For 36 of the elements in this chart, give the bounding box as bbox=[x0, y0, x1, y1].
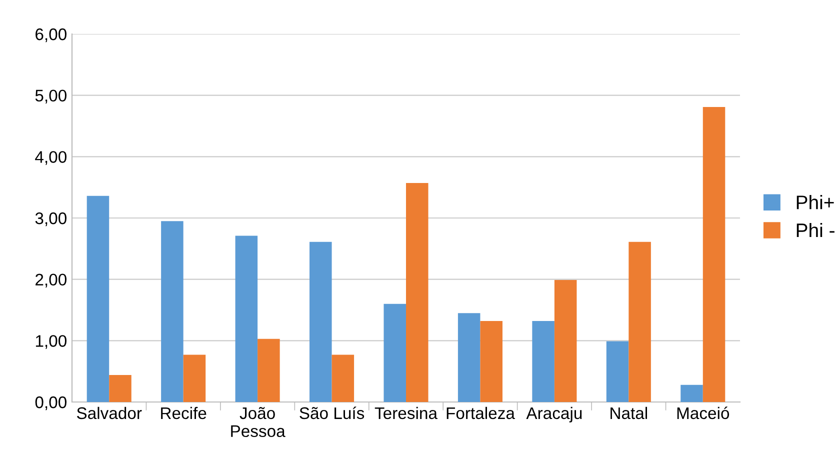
x-tick-label: Recife bbox=[161, 406, 206, 420]
bar bbox=[458, 313, 480, 402]
bar bbox=[235, 236, 258, 402]
bar bbox=[680, 384, 703, 402]
y-tick-label: 0,00 bbox=[35, 396, 66, 410]
bar bbox=[628, 242, 651, 402]
y-tick-label: 1,00 bbox=[36, 335, 66, 349]
bar bbox=[406, 183, 428, 402]
bar bbox=[384, 304, 406, 402]
y-tick-label: 4,00 bbox=[35, 151, 66, 165]
bar bbox=[702, 106, 726, 402]
y-tick-label: 6,00 bbox=[36, 28, 66, 42]
x-tick-label: João Pessoa bbox=[231, 406, 286, 438]
x-tick-label: São Luís bbox=[300, 406, 364, 420]
y-tick-label: 2,00 bbox=[36, 274, 66, 288]
bar bbox=[258, 338, 280, 402]
bar bbox=[86, 196, 110, 402]
x-tick-label: Aracaju bbox=[526, 406, 582, 422]
bar bbox=[332, 354, 354, 402]
y-tick-label: 5,00 bbox=[35, 90, 66, 104]
x-tick-label: Natal bbox=[610, 406, 648, 420]
bar bbox=[554, 280, 577, 402]
bar bbox=[310, 242, 332, 402]
bar bbox=[109, 375, 132, 402]
bar bbox=[606, 341, 629, 402]
legend-label: Phi+ bbox=[796, 195, 834, 210]
legend-label: Phi - bbox=[796, 222, 834, 238]
bar bbox=[532, 321, 554, 402]
x-tick-label: Maceió bbox=[677, 406, 730, 420]
bar bbox=[183, 354, 206, 402]
bar bbox=[480, 321, 502, 402]
y-tick-label: 3,00 bbox=[35, 212, 66, 226]
bar bbox=[161, 221, 184, 402]
x-tick-label: Salvador bbox=[76, 406, 142, 420]
x-tick-label: Fortaleza bbox=[446, 406, 515, 420]
x-tick-label: Teresina bbox=[374, 406, 438, 420]
